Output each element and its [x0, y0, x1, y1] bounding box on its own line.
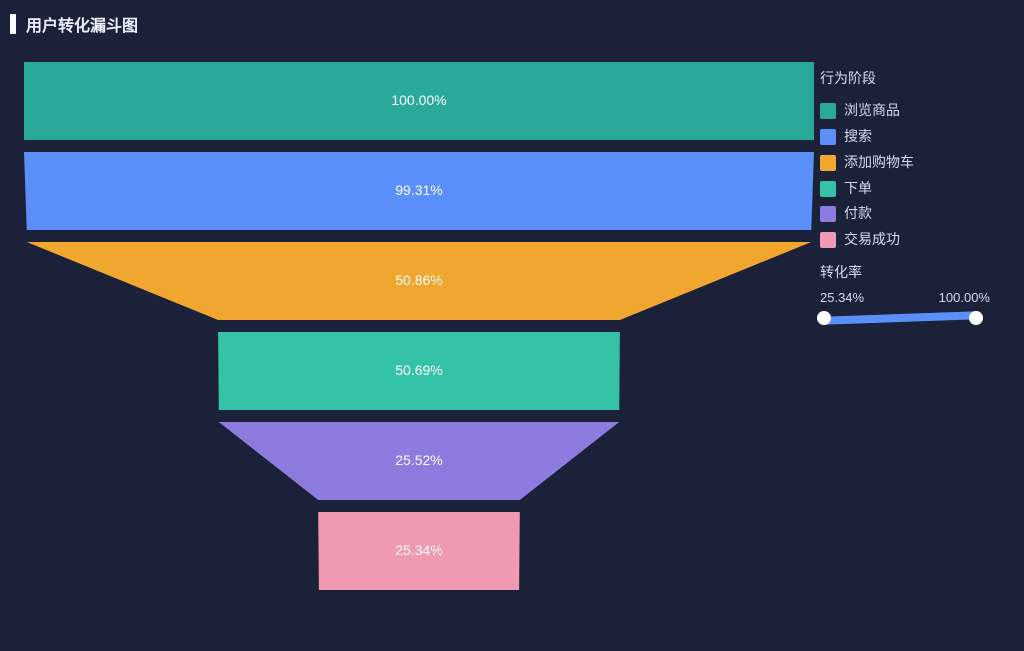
header: 用户转化漏斗图	[0, 0, 1024, 44]
slider-track	[820, 311, 980, 325]
legend-item-label: 添加购物车	[844, 150, 914, 176]
legend-swatch	[820, 155, 836, 171]
filter-min-label: 25.34%	[820, 290, 864, 305]
filter-title: 转化率	[820, 262, 990, 282]
legend-item[interactable]: 搜索	[820, 124, 914, 150]
filter-max-label: 100.00%	[939, 290, 990, 305]
header-accent-bar	[10, 14, 16, 34]
slider-handle-min[interactable]	[817, 311, 831, 325]
funnel-segment[interactable]: 50.86%	[24, 242, 814, 320]
legend-item-label: 交易成功	[844, 227, 900, 253]
filter-panel: 转化率 25.34% 100.00%	[820, 262, 990, 327]
filter-range-labels: 25.34% 100.00%	[820, 290, 990, 305]
legend-item[interactable]: 浏览商品	[820, 98, 914, 124]
funnel-segment[interactable]: 25.34%	[24, 512, 814, 590]
funnel-segment[interactable]: 99.31%	[24, 152, 814, 230]
funnel-segment[interactable]: 100.00%	[24, 62, 814, 140]
page-title: 用户转化漏斗图	[26, 12, 138, 36]
legend-item-label: 搜索	[844, 124, 872, 150]
legend-swatch	[820, 181, 836, 197]
legend-item[interactable]: 付款	[820, 201, 914, 227]
legend-item-label: 浏览商品	[844, 98, 900, 124]
legend-item-label: 下单	[844, 176, 872, 202]
legend-swatch	[820, 103, 836, 119]
legend-swatch	[820, 206, 836, 222]
funnel-chart: 100.00% 99.31% 50.86% 50.69% 25.52% 25.34%	[24, 62, 814, 622]
legend-item[interactable]: 添加购物车	[820, 150, 914, 176]
legend-item[interactable]: 交易成功	[820, 227, 914, 253]
legend-swatch	[820, 129, 836, 145]
legend-title: 行为阶段	[820, 66, 914, 92]
funnel-segment[interactable]: 50.69%	[24, 332, 814, 410]
legend-item[interactable]: 下单	[820, 176, 914, 202]
legend-swatch	[820, 232, 836, 248]
legend-item-label: 付款	[844, 201, 872, 227]
legend: 行为阶段 浏览商品搜索添加购物车下单付款交易成功	[820, 66, 914, 253]
funnel-segment[interactable]: 25.52%	[24, 422, 814, 500]
range-slider[interactable]	[820, 309, 980, 327]
slider-handle-max[interactable]	[969, 311, 983, 325]
